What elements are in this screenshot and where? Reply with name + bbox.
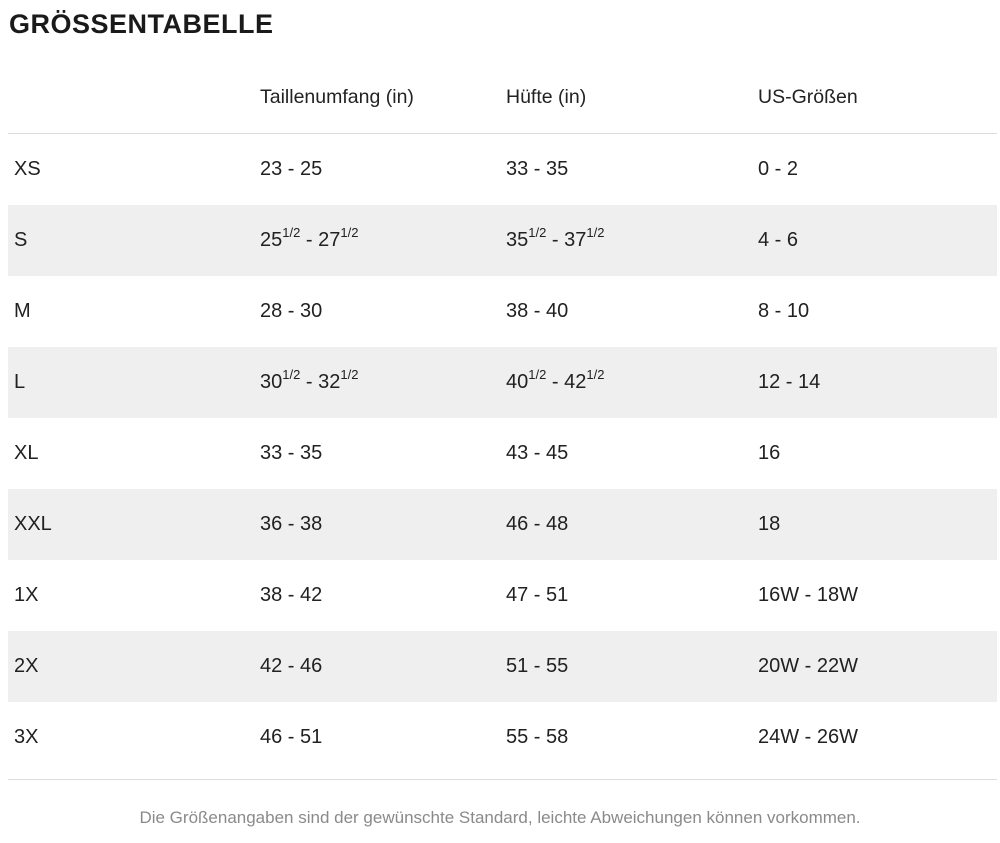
table-row: 3X 46 - 51 55 - 58 24W - 26W <box>8 702 997 773</box>
table-row: 1X 38 - 42 47 - 51 16W - 18W <box>8 560 997 631</box>
size-label: M <box>14 300 31 322</box>
size-label: XXL <box>14 513 52 535</box>
us-size-range: 20W - 22W <box>758 655 859 677</box>
waist-range: 251/2 - 271/2 <box>260 225 359 251</box>
hips-range: 47 - 51 <box>506 584 569 606</box>
size-label: S <box>14 229 28 251</box>
waist-range: 301/2 - 321/2 <box>260 367 359 393</box>
table-row: L 301/2 - 321/2 401/2 - 421/2 12 - 14 <box>8 347 997 418</box>
column-header-hips: Hüfte (in) <box>506 86 587 108</box>
us-size-range: 16 <box>758 442 781 464</box>
page-title: GRÖSSENTABELLE <box>9 9 274 39</box>
table-row: XS 23 - 25 33 - 35 0 - 2 <box>8 134 997 205</box>
column-header-us-sizes: US-Größen <box>758 86 858 108</box>
table-row: XXL 36 - 38 46 - 48 18 <box>8 489 997 560</box>
table-row: S 251/2 - 271/2 351/2 - 371/2 4 - 6 <box>8 205 997 276</box>
column-header-size <box>8 86 254 109</box>
waist-range: 38 - 42 <box>260 584 323 606</box>
hips-range: 43 - 45 <box>506 442 569 464</box>
hips-range: 51 - 55 <box>506 655 569 677</box>
table-header-row: Taillenumfang (in) Hüfte (in) US-Größen <box>8 86 997 109</box>
us-size-range: 8 - 10 <box>758 300 810 322</box>
size-label: L <box>14 371 26 393</box>
size-label: XS <box>14 158 41 180</box>
hips-range: 401/2 - 421/2 <box>506 367 605 393</box>
waist-range: 46 - 51 <box>260 726 323 748</box>
us-size-range: 4 - 6 <box>758 229 799 251</box>
size-label: 2X <box>14 655 39 677</box>
size-label: XL <box>14 442 39 464</box>
size-label: 3X <box>14 726 39 748</box>
header-divider <box>8 133 997 134</box>
footnote-text: Die Größenangaben sind der gewünschte St… <box>139 808 861 827</box>
hips-range: 38 - 40 <box>506 300 569 322</box>
us-size-range: 18 <box>758 513 781 535</box>
hips-range: 55 - 58 <box>506 726 569 748</box>
table-body: XS 23 - 25 33 - 35 0 - 2 S 251/2 - 271/2 351/2… <box>0 134 1000 773</box>
hips-range: 351/2 - 371/2 <box>506 225 605 251</box>
table-row: M 28 - 30 38 - 40 8 - 10 <box>8 276 997 347</box>
waist-range: 23 - 25 <box>260 158 323 180</box>
waist-range: 28 - 30 <box>260 300 323 322</box>
column-header-waist: Taillenumfang (in) <box>260 86 414 108</box>
table-row: 2X 42 - 46 51 - 55 20W - 22W <box>8 631 997 702</box>
footer-divider <box>8 779 997 780</box>
waist-range: 33 - 35 <box>260 442 323 464</box>
us-size-range: 0 - 2 <box>758 158 799 180</box>
us-size-range: 16W - 18W <box>758 584 859 606</box>
us-size-range: 12 - 14 <box>758 371 821 393</box>
table-row: XL 33 - 35 43 - 45 16 <box>8 418 997 489</box>
size-label: 1X <box>14 584 39 606</box>
waist-range: 42 - 46 <box>260 655 323 677</box>
hips-range: 46 - 48 <box>506 513 569 535</box>
hips-range: 33 - 35 <box>506 158 569 180</box>
us-size-range: 24W - 26W <box>758 726 859 748</box>
waist-range: 36 - 38 <box>260 513 323 535</box>
